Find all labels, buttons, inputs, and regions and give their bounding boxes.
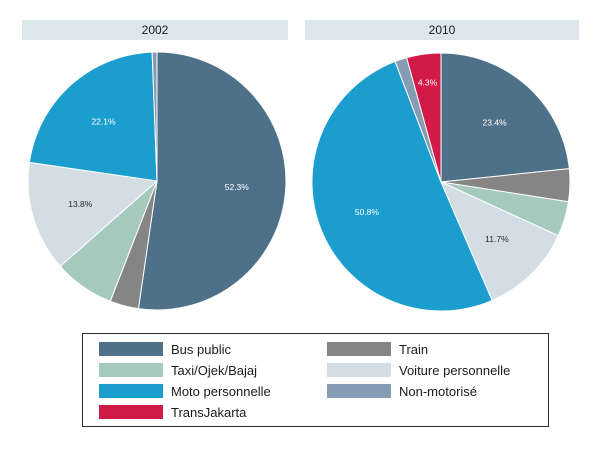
pie-slice-2002-voiture-personnelle (27, 161, 159, 268)
slice-label-2010-transjakarta: 4.3% (418, 77, 438, 87)
legend-swatch (99, 405, 163, 419)
slice-label-2002-bus-public: 52.3% (225, 182, 250, 192)
slice-label-2002-voiture-personnelle: 13.8% (68, 199, 93, 209)
legend-item-train: Train (327, 341, 428, 357)
slice-label-2010-moto-personnelle: 50.8% (355, 207, 380, 217)
legend-item-taxi: Taxi/Ojek/Bajaj (99, 362, 257, 378)
legend-swatch (327, 384, 391, 398)
pie-slice-2002-bus-public (137, 51, 287, 311)
legend-item-transjakarta: TransJakarta (99, 404, 246, 420)
legend: Bus public Train Taxi/Ojek/Bajaj Voiture… (82, 333, 549, 427)
legend-label: Voiture personnelle (399, 362, 511, 378)
legend-label: Moto personnelle (171, 383, 271, 399)
legend-item-moto: Moto personnelle (99, 383, 271, 399)
pie-slice-2010-bus-public (440, 52, 570, 183)
legend-swatch (99, 384, 163, 398)
pie-slice-2010-transjakarta (406, 52, 442, 183)
legend-label: Train (399, 341, 429, 357)
slice-label-2010-voiture-personnelle: 11.7% (485, 234, 509, 244)
legend-item-non-motorise: Non-motorisé (327, 383, 477, 399)
legend-item-bus-public: Bus public (99, 341, 231, 357)
slice-label-2002-moto-personnelle: 22.1% (91, 117, 116, 127)
pie-slice-2010-voiture-personnelle (440, 181, 559, 302)
pie-slice-2002-moto-personnelle (28, 51, 158, 182)
legend-label: Non-motorisé (399, 383, 478, 399)
pie-slice-2010-moto-personnelle (311, 60, 493, 312)
legend-item-voiture: Voiture personnelle (327, 362, 510, 378)
pie-title-2010: 2010 (305, 20, 579, 40)
legend-swatch (327, 342, 391, 356)
slice-label-2010-bus-public: 23.4% (483, 118, 508, 128)
legend-swatch (99, 342, 163, 356)
legend-label: Bus public (171, 341, 231, 357)
legend-swatch (327, 363, 391, 377)
pie-title-2002: 2002 (22, 20, 288, 40)
legend-label: TransJakarta (171, 404, 247, 420)
pie-charts: 52.3% 13.8% 22.1% 23.4% 11.7% 50.8% 4.3% (27, 51, 571, 312)
legend-swatch (99, 363, 163, 377)
pie-slice-2002-non-motoris- (151, 51, 158, 182)
legend-label: Taxi/Ojek/Bajaj (171, 362, 257, 378)
